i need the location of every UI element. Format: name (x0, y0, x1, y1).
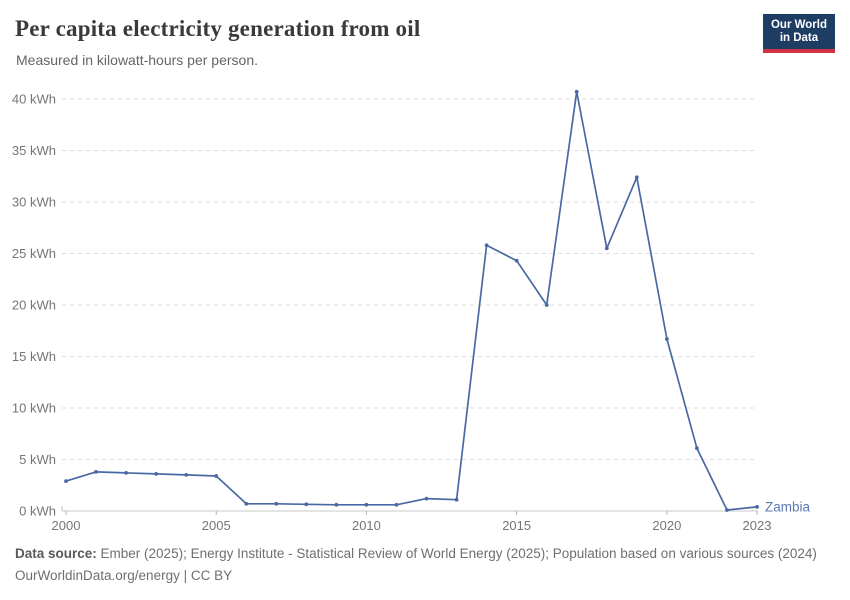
y-tick-label: 30 kWh (12, 195, 56, 210)
license-line: OurWorldinData.org/energy | CC BY (15, 567, 233, 583)
x-tick-label: 2015 (502, 518, 531, 533)
series-label: Zambia (765, 499, 811, 514)
data-point (94, 470, 98, 474)
data-source-text: Ember (2025); Energy Institute - Statist… (96, 546, 817, 561)
owid-logo-line1: Our World (770, 19, 827, 31)
x-tick-label: 2020 (652, 518, 681, 533)
x-tick-label: 2005 (202, 518, 231, 533)
data-source-label: Data source: (15, 546, 97, 561)
data-point (214, 474, 219, 478)
data-point (364, 502, 369, 507)
data-point (64, 479, 68, 483)
page-title: Per capita electricity generation from o… (15, 16, 421, 41)
y-tick-label: 35 kWh (12, 143, 56, 158)
data-point (755, 505, 759, 509)
data-point (665, 337, 669, 341)
line-chart: 0 kWh 5 kWh 10 kWh 15 kWh 20 kWh 25 kWh 30 kWh… (12, 89, 811, 533)
data-point (574, 89, 579, 94)
x-tick-label: 2000 (52, 518, 81, 533)
data-point (274, 501, 279, 506)
data-point (424, 496, 429, 501)
data-point (725, 508, 729, 512)
data-point (334, 502, 339, 507)
data-source-line: Data source: Ember (2025); Energy Instit… (15, 543, 835, 565)
owid-logo-line2: in Data (779, 32, 819, 44)
data-point (154, 472, 159, 476)
data-point (454, 497, 459, 502)
data-point (304, 502, 309, 507)
x-tick-label: 2010 (352, 518, 381, 533)
chart-subtitle: Measured in kilowatt-hours per person. (16, 52, 259, 68)
data-point (394, 502, 399, 507)
data-point (695, 446, 699, 451)
x-tick-label: 2023 (743, 518, 772, 533)
data-point (244, 501, 249, 506)
data-point (184, 473, 189, 477)
y-tick-label: 10 kWh (12, 401, 56, 416)
data-point (514, 258, 519, 263)
data-point (124, 471, 128, 475)
chart-footer: Data source: Ember (2025); Energy Instit… (15, 543, 835, 586)
y-tick-label: 20 kWh (12, 298, 56, 313)
data-line (65, 90, 758, 511)
y-tick-label: 15 kWh (12, 349, 56, 364)
y-tick-label: 25 kWh (12, 246, 56, 261)
y-tick-label: 5 kWh (19, 452, 56, 467)
data-point (634, 175, 639, 180)
y-tick-label: 0 kWh (19, 504, 56, 519)
y-tick-label: 40 kWh (12, 92, 56, 107)
data-point (604, 246, 609, 251)
owid-logo: Our World in Data (762, 14, 835, 53)
data-point (484, 243, 489, 248)
data-point (544, 303, 549, 307)
